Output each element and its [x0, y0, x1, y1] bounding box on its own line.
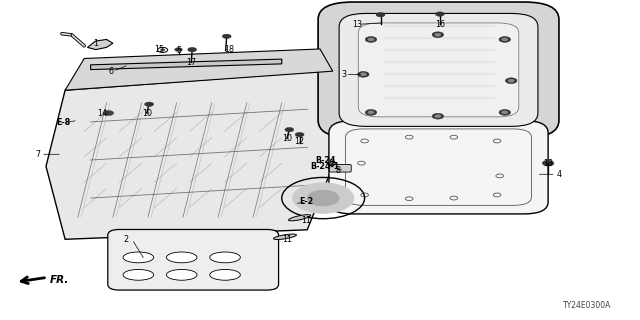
Circle shape — [160, 49, 165, 51]
Circle shape — [222, 34, 231, 38]
Ellipse shape — [166, 269, 197, 280]
Circle shape — [295, 132, 304, 137]
Circle shape — [368, 111, 374, 114]
Circle shape — [358, 71, 369, 77]
Ellipse shape — [289, 215, 310, 221]
Circle shape — [360, 73, 367, 76]
Circle shape — [365, 109, 377, 115]
Circle shape — [368, 38, 374, 41]
Circle shape — [103, 110, 113, 116]
Ellipse shape — [210, 269, 241, 280]
Circle shape — [376, 12, 385, 17]
Text: 17: 17 — [186, 58, 196, 67]
Text: 9: 9 — [329, 159, 334, 168]
Circle shape — [292, 183, 354, 213]
Text: 2: 2 — [123, 236, 128, 244]
Text: B-24-1: B-24-1 — [310, 163, 340, 172]
Polygon shape — [88, 39, 113, 50]
Ellipse shape — [210, 252, 241, 263]
Text: 10: 10 — [282, 134, 292, 143]
FancyBboxPatch shape — [318, 2, 559, 138]
Circle shape — [145, 102, 154, 107]
Text: 13: 13 — [352, 20, 362, 29]
Circle shape — [285, 127, 294, 132]
Text: 10: 10 — [141, 108, 152, 117]
Circle shape — [499, 36, 511, 42]
Polygon shape — [91, 59, 282, 69]
Text: 5: 5 — [176, 46, 181, 55]
FancyBboxPatch shape — [339, 13, 538, 126]
Circle shape — [175, 48, 182, 52]
Text: 14: 14 — [97, 108, 107, 117]
Circle shape — [435, 33, 441, 36]
Text: 4: 4 — [556, 170, 561, 179]
Text: 7: 7 — [36, 150, 41, 159]
FancyBboxPatch shape — [108, 229, 278, 290]
Circle shape — [432, 113, 444, 119]
Text: 8: 8 — [335, 166, 340, 175]
Text: 6: 6 — [109, 67, 113, 76]
Circle shape — [435, 12, 444, 16]
Ellipse shape — [123, 269, 154, 280]
Text: 11: 11 — [282, 236, 292, 244]
Polygon shape — [65, 49, 333, 90]
Polygon shape — [46, 71, 333, 239]
Circle shape — [307, 190, 339, 206]
Text: 1: 1 — [93, 39, 98, 48]
Text: FR.: FR. — [50, 275, 69, 285]
Text: 11: 11 — [301, 216, 311, 225]
FancyBboxPatch shape — [329, 121, 548, 214]
FancyBboxPatch shape — [330, 164, 351, 172]
Text: TY24E0300A: TY24E0300A — [563, 301, 612, 310]
Circle shape — [542, 160, 554, 166]
Circle shape — [506, 78, 517, 84]
Ellipse shape — [166, 252, 197, 263]
Text: 13: 13 — [543, 159, 553, 168]
Circle shape — [188, 47, 196, 52]
Text: 18: 18 — [225, 45, 234, 54]
Ellipse shape — [273, 234, 296, 239]
Ellipse shape — [123, 252, 154, 263]
FancyBboxPatch shape — [358, 23, 519, 117]
Text: 15: 15 — [154, 45, 164, 54]
Circle shape — [365, 36, 377, 42]
Circle shape — [502, 111, 508, 114]
Text: E-8: E-8 — [57, 118, 71, 127]
Text: E-2: E-2 — [299, 197, 313, 206]
Circle shape — [502, 38, 508, 41]
Text: 16: 16 — [435, 20, 445, 29]
Circle shape — [432, 32, 444, 37]
Circle shape — [508, 79, 515, 82]
Text: 3: 3 — [342, 70, 347, 79]
Circle shape — [435, 115, 441, 118]
Text: 12: 12 — [294, 137, 305, 146]
Text: B-24: B-24 — [315, 156, 335, 165]
Circle shape — [499, 109, 511, 115]
